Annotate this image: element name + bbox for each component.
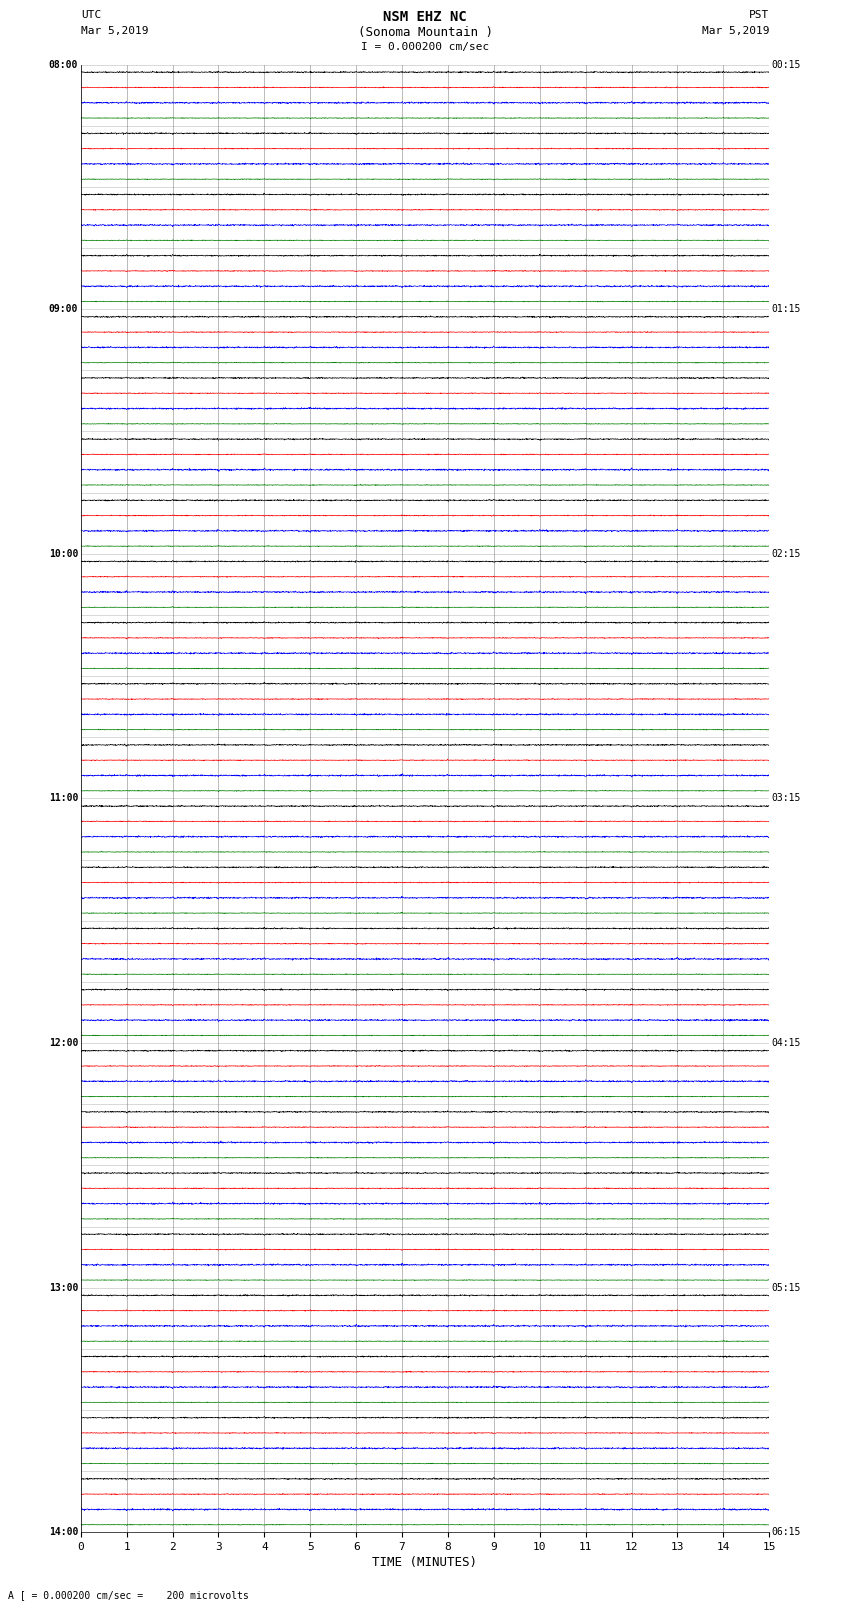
- Text: 04:15: 04:15: [772, 1039, 802, 1048]
- X-axis label: TIME (MINUTES): TIME (MINUTES): [372, 1557, 478, 1569]
- Text: Mar 5,2019: Mar 5,2019: [81, 26, 148, 35]
- Text: 09:00: 09:00: [48, 305, 78, 315]
- Text: 02:15: 02:15: [772, 548, 802, 558]
- Text: 14:00: 14:00: [48, 1528, 78, 1537]
- Text: 01:15: 01:15: [772, 305, 802, 315]
- Text: 11:00: 11:00: [48, 794, 78, 803]
- Text: 08:00: 08:00: [48, 60, 78, 69]
- Text: 12:00: 12:00: [48, 1039, 78, 1048]
- Text: 03:15: 03:15: [772, 794, 802, 803]
- Text: 10:00: 10:00: [48, 548, 78, 558]
- Text: UTC: UTC: [81, 10, 101, 19]
- Text: 00:15: 00:15: [772, 60, 802, 69]
- Text: PST: PST: [749, 10, 769, 19]
- Text: Mar 5,2019: Mar 5,2019: [702, 26, 769, 35]
- Text: NSM EHZ NC: NSM EHZ NC: [383, 10, 467, 24]
- Text: I = 0.000200 cm/sec: I = 0.000200 cm/sec: [361, 42, 489, 52]
- Text: A [ = 0.000200 cm/sec =    200 microvolts: A [ = 0.000200 cm/sec = 200 microvolts: [8, 1590, 249, 1600]
- Text: 13:00: 13:00: [48, 1282, 78, 1292]
- Text: 05:15: 05:15: [772, 1282, 802, 1292]
- Text: 06:15: 06:15: [772, 1528, 802, 1537]
- Text: (Sonoma Mountain ): (Sonoma Mountain ): [358, 26, 492, 39]
